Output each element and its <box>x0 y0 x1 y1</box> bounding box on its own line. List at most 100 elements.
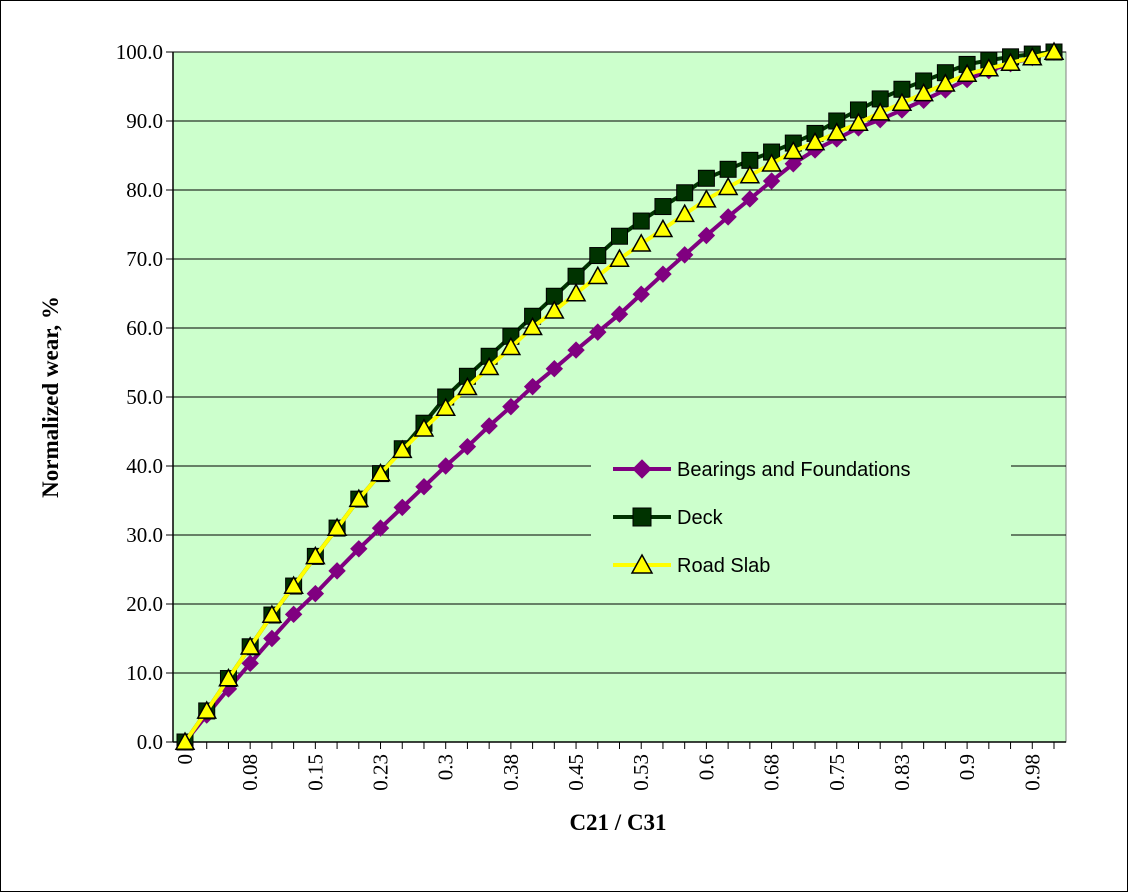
data-point <box>1022 46 1043 66</box>
data-point <box>761 153 782 172</box>
x-tick-label: 0.53 <box>629 754 653 791</box>
y-tick-label: 70.0 <box>126 247 163 271</box>
x-tick-label: 0 <box>173 754 197 765</box>
x-tick-label: 0.15 <box>303 754 327 791</box>
data-point <box>783 140 804 160</box>
y-tick-label: 90.0 <box>126 109 163 133</box>
data-point <box>263 629 281 648</box>
data-point <box>567 341 585 359</box>
data-point <box>283 575 304 595</box>
data-point <box>848 112 869 132</box>
data-point <box>326 517 348 537</box>
data-point <box>587 265 609 285</box>
series-road-slab <box>174 41 1065 750</box>
data-point <box>328 562 346 580</box>
x-axis-title: C21 / C31 <box>569 810 666 835</box>
data-point <box>891 92 913 112</box>
y-tick-label: 30.0 <box>126 523 163 547</box>
x-tick-label: 0.38 <box>499 754 523 791</box>
data-point <box>630 233 652 252</box>
y-tick-label: 80.0 <box>126 178 163 202</box>
data-point <box>1043 41 1065 60</box>
data-point <box>435 397 456 416</box>
x-tick-label: 0.83 <box>890 754 914 791</box>
data-point <box>457 376 478 396</box>
data-point <box>567 267 585 285</box>
data-point <box>741 190 759 208</box>
legend-label-deck: Deck <box>677 507 724 529</box>
data-point <box>523 377 542 396</box>
legend-marker-deck <box>632 507 652 527</box>
data-point <box>762 172 781 190</box>
data-point <box>196 700 217 719</box>
data-point <box>174 731 196 750</box>
data-point <box>522 316 543 336</box>
data-point <box>978 58 1000 77</box>
y-tick-label: 0.0 <box>137 730 163 754</box>
data-point <box>632 285 650 303</box>
x-tick-label: 0.23 <box>369 754 393 791</box>
data-point <box>589 247 607 265</box>
data-point <box>784 155 803 173</box>
x-tick-label: 0.9 <box>955 754 979 780</box>
data-point <box>717 176 739 196</box>
x-tick-label: 0.3 <box>434 754 458 780</box>
x-tick-label: 0.45 <box>564 754 588 791</box>
y-tick-labels: 0.0 10.0 20.0 30.0 40.0 50.0 60.0 70.0 80.0 90.0 1… <box>116 40 173 754</box>
data-point <box>869 102 891 121</box>
data-point <box>565 282 587 302</box>
x-tick-label: 0.08 <box>238 754 262 791</box>
data-point <box>436 457 455 475</box>
data-point <box>654 265 672 283</box>
data-point <box>370 463 391 482</box>
x-tick-label: 0.98 <box>1020 754 1044 791</box>
data-point <box>956 63 978 83</box>
data-point <box>674 203 695 223</box>
data-point <box>284 605 303 624</box>
y-tick-label: 40.0 <box>126 454 163 478</box>
legend: Bearings and Foundations Deck Road Slab <box>591 442 1011 592</box>
x-tick-labels: 0 0.08 0.15 0.23 0.3 0.38 0.45 0.53 0.6 0.68 0.75 0… <box>173 742 1055 791</box>
data-point <box>935 73 956 92</box>
x-tick-label: 0.75 <box>825 754 849 791</box>
data-point <box>675 246 694 264</box>
data-point <box>371 519 390 537</box>
data-point <box>610 305 629 323</box>
data-point <box>241 654 259 673</box>
data-point <box>1000 52 1021 71</box>
data-point <box>609 248 630 267</box>
y-tick-label: 60.0 <box>126 316 163 340</box>
data-point <box>478 356 500 376</box>
legend-item-deck: Deck <box>613 507 724 529</box>
data-point <box>413 418 435 437</box>
data-point <box>545 360 564 378</box>
legend-item-road-slab: Road Slab <box>613 553 770 577</box>
y-axis-title: Normalized wear, % <box>38 296 63 498</box>
data-point <box>415 477 433 496</box>
data-point <box>589 323 607 341</box>
data-point <box>697 169 715 187</box>
data-point <box>544 300 565 319</box>
y-tick-label: 10.0 <box>126 661 163 685</box>
gridlines <box>173 51 1066 674</box>
data-point <box>676 184 694 202</box>
data-point <box>305 545 326 565</box>
data-point <box>826 122 848 141</box>
legend-label-road-slab: Road Slab <box>677 555 770 577</box>
data-point <box>719 208 737 226</box>
series-layer <box>174 41 1065 751</box>
data-point <box>913 82 934 102</box>
data-point <box>261 604 283 623</box>
x-tick-label: 0.6 <box>694 754 718 780</box>
data-point <box>697 226 716 245</box>
data-point <box>739 164 761 184</box>
y-tick-label: 100.0 <box>116 40 163 64</box>
data-point <box>719 160 737 178</box>
data-point <box>696 189 717 208</box>
x-tick-label: 0.68 <box>760 754 784 791</box>
y-tick-label: 20.0 <box>126 592 163 616</box>
data-point <box>218 667 239 687</box>
legend-item-bearings: Bearings and Foundations <box>613 459 911 481</box>
data-point <box>611 227 628 245</box>
